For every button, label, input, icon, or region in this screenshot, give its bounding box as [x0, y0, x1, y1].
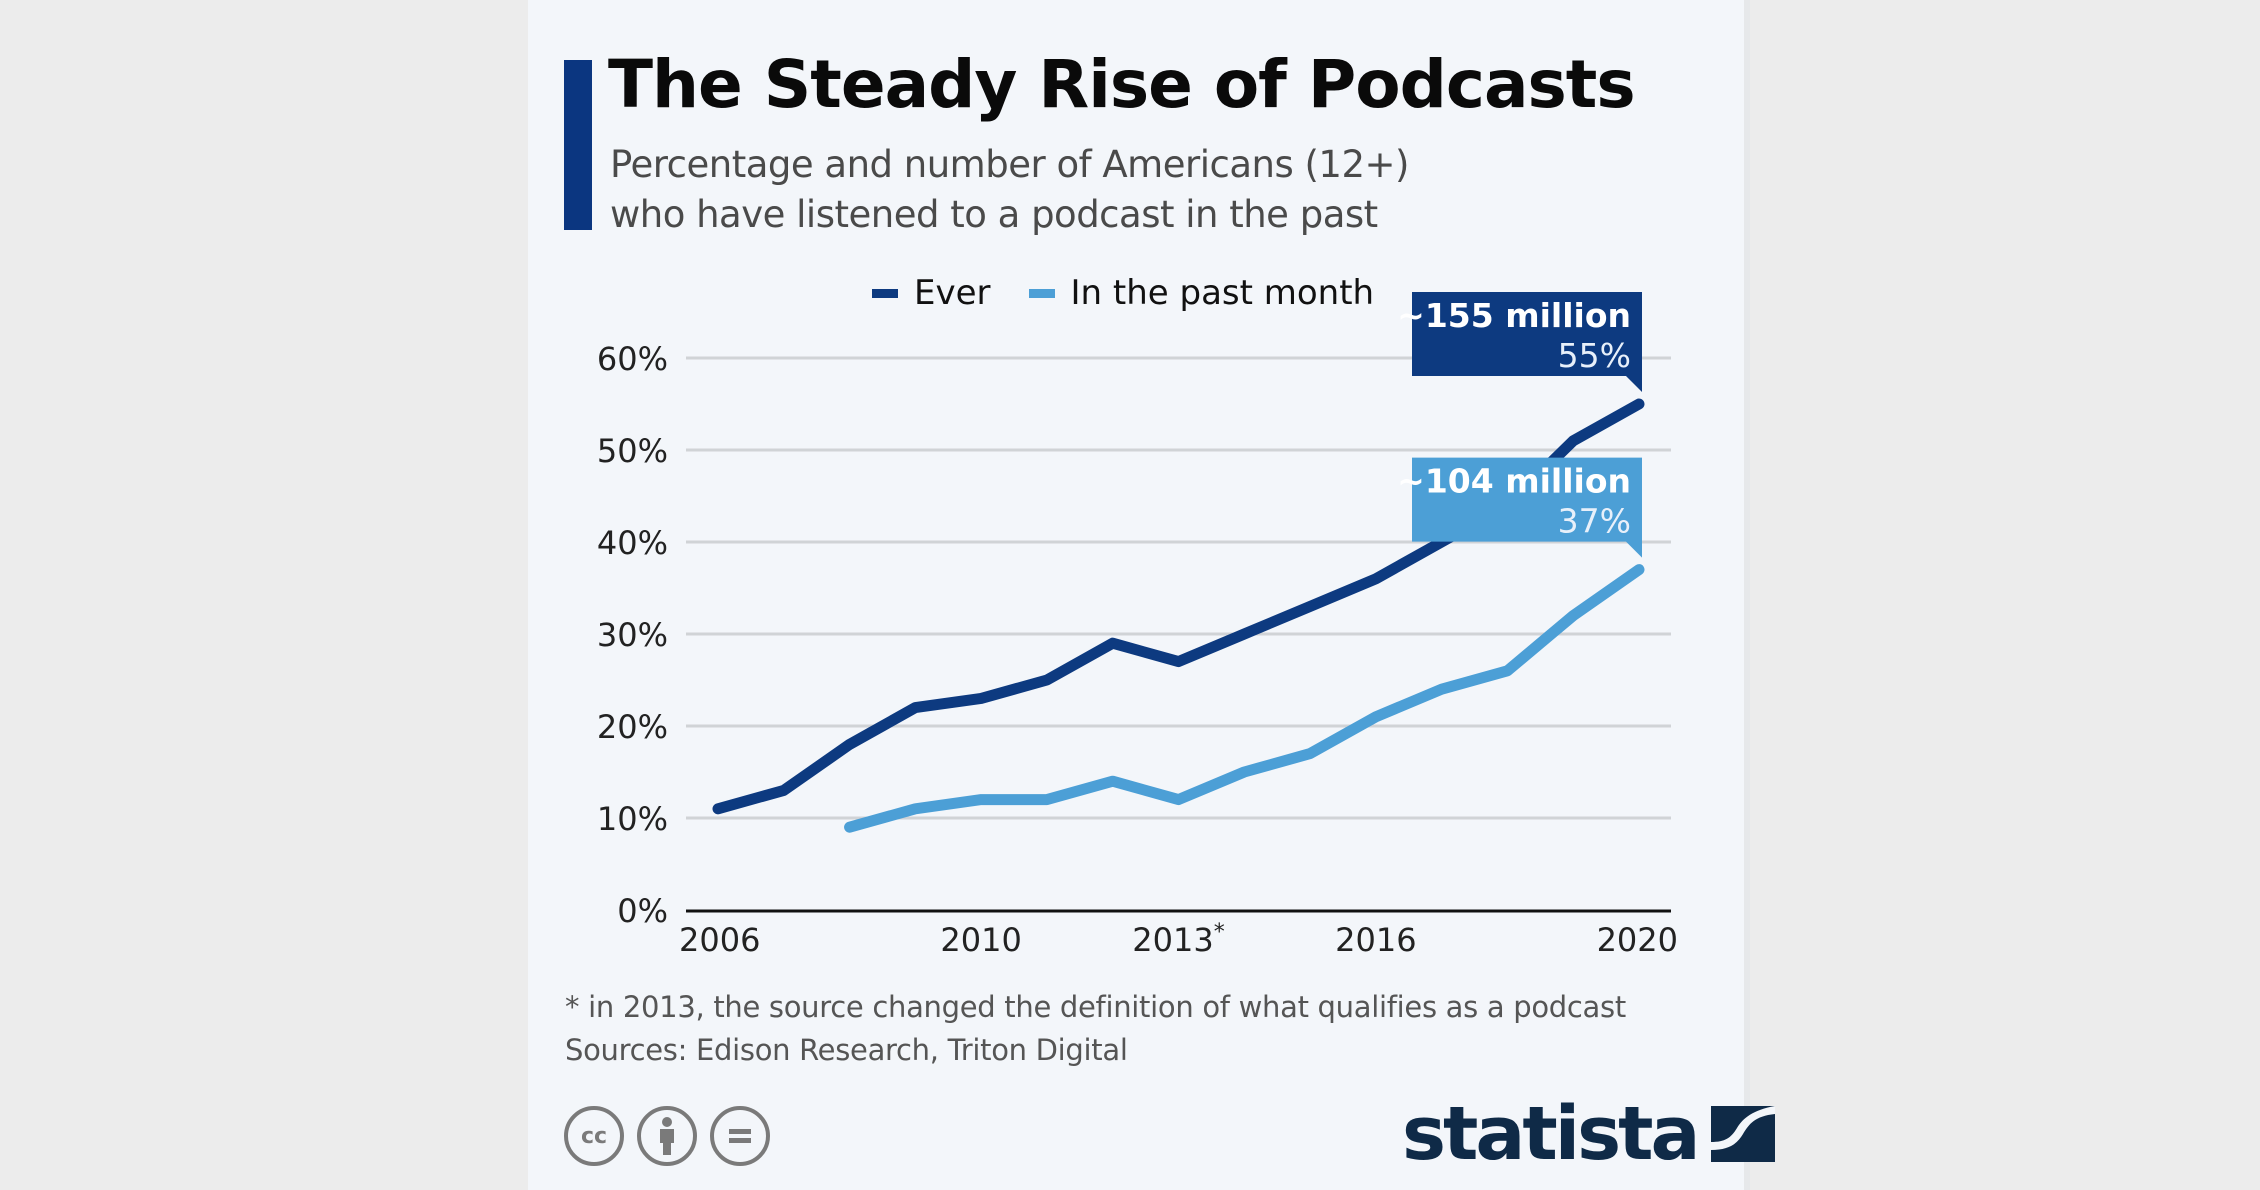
x-axis-ticks: 2006 2010 2013* 2016 2020 — [679, 920, 1678, 959]
legend-swatch-past-month — [1028, 288, 1055, 298]
card-edge — [1744, 0, 1750, 1190]
gridlines — [686, 356, 1671, 913]
legend-swatch-ever — [872, 288, 898, 298]
subtitle-line: Percentage and number of Americans (12+) — [610, 143, 1409, 186]
y-axis-ticks: 0% 10% 20% 30% 40% 50% 60% — [597, 340, 668, 930]
y-tick-label: 0% — [617, 892, 668, 930]
equals-glyph — [729, 1129, 751, 1143]
asterisk: * — [1214, 920, 1225, 945]
x-tick-label: 2016 — [1335, 921, 1416, 959]
cc-icon[interactable]: cc — [564, 1106, 624, 1166]
license-icons: cc — [564, 1106, 783, 1166]
callout-box — [1412, 457, 1642, 558]
legend-label: In the past month — [1070, 273, 1375, 313]
legend-item-past-month: In the past month — [1028, 273, 1375, 313]
y-tick-label: 40% — [597, 524, 668, 562]
person-glyph — [660, 1117, 674, 1155]
callout-title: ~155 million — [1397, 296, 1631, 335]
chart-legend: Ever In the past month — [872, 268, 1412, 318]
callout-box — [1412, 292, 1642, 392]
title-accent-bar — [564, 60, 592, 230]
x-tick-label: 2010 — [940, 921, 1021, 959]
y-tick-label: 10% — [597, 800, 668, 838]
chart-title: The Steady Rise of Podcasts — [608, 46, 1636, 123]
cc-icon-label: cc — [580, 1123, 608, 1149]
subtitle-line: who have listened to a podcast in the pa… — [610, 193, 1378, 236]
logo-wordmark: statista — [1402, 1091, 1700, 1177]
callout-value: 37% — [1558, 502, 1631, 541]
y-tick-label: 50% — [597, 432, 668, 470]
logo-mark-icon — [1711, 1106, 1776, 1162]
legend-item-ever: Ever — [872, 273, 991, 313]
x-tick-label: 2006 — [679, 921, 760, 959]
sources-note: Sources: Edison Research, Triton Digital — [565, 1033, 1128, 1067]
x-tick-label: 2020 — [1597, 921, 1678, 959]
x-tick-label: 2013* — [1132, 920, 1224, 959]
y-tick-label: 60% — [597, 340, 668, 378]
footnote: * in 2013, the source changed the defini… — [565, 986, 1626, 1072]
no-derivatives-icon[interactable] — [710, 1106, 770, 1166]
statista-logo[interactable]: statista — [1402, 1091, 1776, 1177]
infographic-card — [528, 0, 1744, 1190]
callout-title: ~104 million — [1397, 462, 1631, 501]
chart-subtitle: Percentage and number of Americans (12+)… — [610, 140, 1409, 240]
y-tick-label: 20% — [597, 708, 668, 746]
legend-label: Ever — [914, 273, 991, 313]
y-tick-label: 30% — [597, 616, 668, 654]
definition-note: * in 2013, the source changed the defini… — [565, 990, 1626, 1024]
attribution-icon[interactable] — [637, 1106, 697, 1166]
callout-value: 55% — [1558, 336, 1631, 375]
